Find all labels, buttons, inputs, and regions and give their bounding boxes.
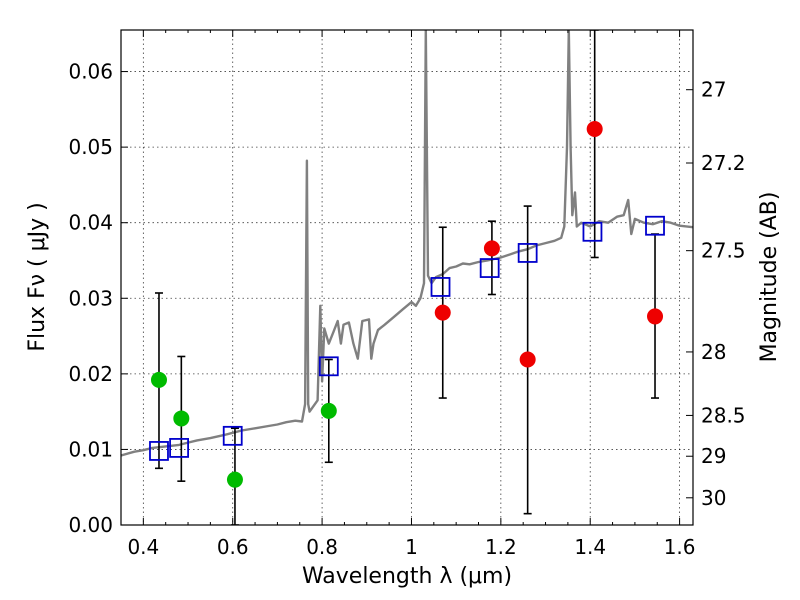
model-square-point (222, 425, 243, 446)
right-tick-label: 28 (701, 340, 726, 364)
y-tick-label: 0.01 (68, 437, 113, 461)
red-circle-point (519, 351, 536, 368)
model-square-point (479, 258, 500, 278)
y-tick-label: 0.05 (68, 135, 113, 159)
right-tick-label: 27.2 (701, 151, 746, 175)
green-circle-point (173, 410, 190, 427)
x-tick-label: 1.2 (485, 535, 517, 559)
right-tick-label: 28.5 (701, 403, 746, 427)
red-circle-point (483, 240, 500, 257)
red-circle-point (586, 121, 603, 137)
y-axis-label: Flux Fν ( μJy ) (25, 202, 50, 351)
model-square-point (645, 215, 665, 236)
y-tick-label: 0.03 (68, 286, 113, 310)
y-tick-label: 0.02 (68, 362, 113, 386)
model-square-point (430, 277, 451, 297)
right-tick-label: 27.5 (701, 239, 746, 263)
grid (121, 30, 693, 525)
x-tick-label: 1.6 (664, 535, 696, 559)
plot-area (121, 30, 693, 525)
red-circle-point (434, 304, 451, 321)
y-tick-label: 0.04 (68, 211, 113, 235)
x-tick-label: 0.8 (306, 535, 338, 559)
red-circle-point (647, 308, 664, 325)
plot-frame (120, 29, 694, 526)
right-tick-label: 30 (701, 486, 726, 510)
model-square-point (517, 243, 538, 263)
x-tick-label: 0.6 (217, 535, 249, 559)
y-tick-label: 0.00 (68, 513, 113, 537)
green-circle-point (226, 471, 243, 488)
green-circle-point (150, 371, 167, 388)
sed-line (121, 30, 693, 457)
y-tick-label: 0.06 (68, 60, 113, 84)
right-tick-label: 29 (701, 444, 726, 468)
green-circle-point (320, 402, 337, 419)
right-axis-label: Magnitude (AB) (757, 192, 782, 363)
x-tick-label: 1.4 (574, 535, 606, 559)
model-square-point (318, 356, 339, 377)
model-square-point (149, 441, 169, 461)
x-tick-label: 1 (405, 535, 418, 559)
right-tick-label: 27 (701, 78, 726, 102)
model-square-point (169, 438, 189, 458)
model-square-point (582, 221, 603, 242)
x-axis-label: Wavelength λ (μm) (302, 564, 512, 589)
x-tick-label: 0.4 (127, 535, 159, 559)
axes: 0.4 0.6 0.8 1 1.2 1.4 1.6 0.00 0.01 0.02 0.03 0.04 0… (68, 30, 746, 559)
